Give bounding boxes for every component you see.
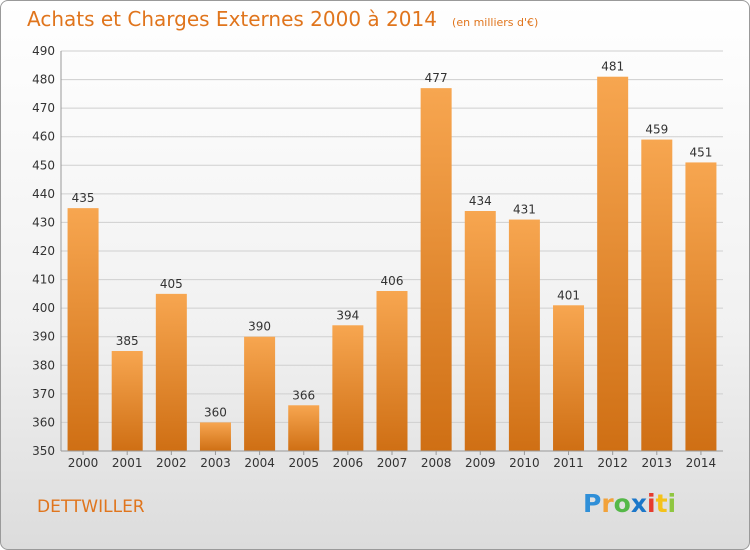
x-tick-label: 2014 <box>686 456 717 470</box>
logo-letter: x <box>630 489 647 518</box>
y-tick-label: 350 <box>32 444 55 458</box>
bar <box>597 76 629 451</box>
y-tick-label: 480 <box>32 73 55 87</box>
y-tick-label: 360 <box>32 415 55 429</box>
data-label: 434 <box>469 194 492 208</box>
y-tick-label: 420 <box>32 244 55 258</box>
chart-title: Achats et Charges Externes 2000 à 2014 <box>27 7 437 31</box>
x-tick-label: 2001 <box>112 456 143 470</box>
bar <box>376 291 408 451</box>
title-row: Achats et Charges Externes 2000 à 2014 (… <box>27 7 538 31</box>
bar <box>111 351 143 451</box>
x-tick-label: 2008 <box>421 456 452 470</box>
chart-subtitle: (en milliers d'€) <box>452 16 539 29</box>
y-tick-label: 470 <box>32 101 55 115</box>
data-label: 390 <box>248 320 271 334</box>
y-tick-label: 370 <box>32 387 55 401</box>
data-label: 401 <box>557 288 580 302</box>
bar <box>420 88 452 452</box>
y-tick-label: 430 <box>32 215 55 229</box>
y-tick-label: 390 <box>32 330 55 344</box>
x-tick-label: 2005 <box>288 456 319 470</box>
data-label: 477 <box>425 71 448 85</box>
y-tick-label: 380 <box>32 358 55 372</box>
x-tick-label: 2013 <box>642 456 673 470</box>
data-label: 406 <box>381 274 404 288</box>
data-label: 360 <box>204 405 227 419</box>
bar <box>685 162 717 451</box>
data-label: 385 <box>116 334 139 348</box>
x-tick-label: 2002 <box>156 456 187 470</box>
bar <box>464 211 496 451</box>
x-tick-label: 2010 <box>509 456 540 470</box>
bar <box>199 422 231 451</box>
y-tick-label: 450 <box>32 158 55 172</box>
x-tick-label: 2012 <box>597 456 628 470</box>
x-tick-label: 2011 <box>553 456 584 470</box>
logo-letter: i <box>667 489 677 518</box>
data-label: 435 <box>72 191 95 205</box>
x-tick-label: 2004 <box>244 456 275 470</box>
commune-name: DETTWILLER <box>37 497 145 517</box>
data-label: 431 <box>513 203 536 217</box>
y-tick-label: 460 <box>32 130 55 144</box>
proxiti-logo: Proxiti <box>583 489 676 518</box>
data-label: 366 <box>292 388 315 402</box>
bar <box>508 219 540 451</box>
bar <box>553 305 585 451</box>
data-label: 481 <box>601 60 624 74</box>
x-tick-label: 2009 <box>465 456 496 470</box>
bar <box>288 405 320 451</box>
bar <box>244 336 276 451</box>
logo-letter: o <box>613 489 631 518</box>
logo-letter: t <box>655 489 668 518</box>
y-tick-label: 490 <box>32 44 55 58</box>
x-tick-label: 2006 <box>333 456 364 470</box>
logo-letter: r <box>601 489 614 518</box>
data-label: 394 <box>336 308 359 322</box>
data-label: 451 <box>689 145 712 159</box>
x-tick-label: 2003 <box>200 456 231 470</box>
x-tick-label: 2000 <box>68 456 99 470</box>
x-tick-label: 2007 <box>377 456 408 470</box>
y-tick-label: 410 <box>32 273 55 287</box>
bar <box>641 139 673 452</box>
logo-letter: i <box>647 489 656 518</box>
logo-letter: P <box>583 489 602 518</box>
data-label: 405 <box>160 277 183 291</box>
bar <box>67 208 99 451</box>
data-label: 459 <box>645 123 668 137</box>
bar <box>332 325 364 451</box>
y-tick-label: 440 <box>32 187 55 201</box>
bar <box>155 293 187 451</box>
y-tick-label: 400 <box>32 301 55 315</box>
